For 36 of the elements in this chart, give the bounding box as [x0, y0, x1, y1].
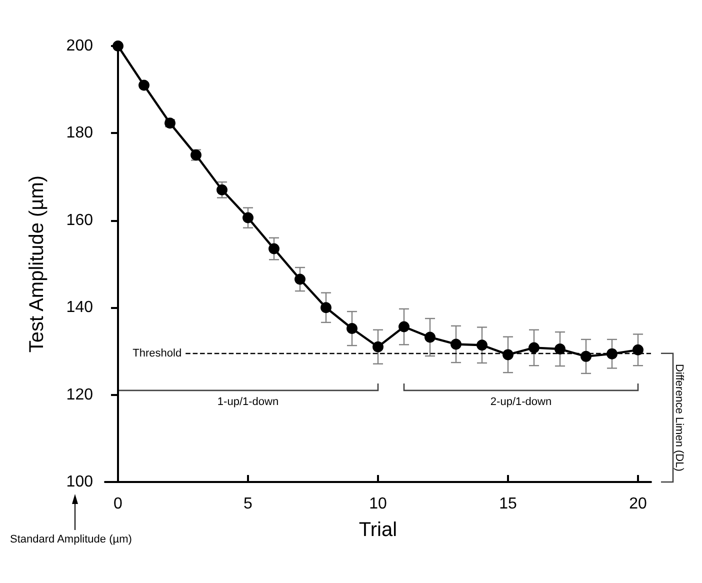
- y-tick-label: 200: [66, 38, 94, 54]
- y-tick-label: 100: [66, 474, 94, 490]
- text: Standard Amplitude (µm): [10, 534, 132, 546]
- point: [502, 349, 514, 360]
- point: [580, 350, 592, 362]
- y-axis-title: Test Amplitude (µm): [26, 175, 48, 353]
- point: [554, 344, 566, 355]
- point: [450, 338, 462, 350]
- x-tick-label: 0: [114, 496, 123, 512]
- point: [320, 302, 332, 314]
- point: [216, 184, 228, 196]
- ref-line-label: Threshold: [132, 347, 182, 360]
- point: [606, 348, 618, 360]
- y-tick-label: 160: [66, 212, 94, 229]
- x-tick-label: 5: [244, 496, 253, 512]
- point: [346, 323, 358, 334]
- point: [138, 80, 150, 91]
- point: [424, 332, 436, 343]
- x-axis-title: Trial: [358, 519, 398, 541]
- x-tick-label: 10: [369, 496, 387, 512]
- y-tick-label: 120: [66, 386, 94, 404]
- point: [268, 243, 280, 254]
- y-tick-label: 180: [66, 124, 94, 142]
- y-tick-label: 140: [66, 299, 94, 316]
- point: [528, 342, 540, 354]
- text: Difference Limen (DL): [673, 364, 685, 472]
- point: [398, 321, 410, 332]
- x-tick-label: 20: [629, 496, 647, 512]
- point: [476, 340, 488, 351]
- point: [242, 212, 254, 224]
- point: [372, 341, 384, 352]
- x-tick-label: 15: [499, 496, 517, 512]
- annotation: 1-up/1-down: [217, 396, 279, 408]
- point: [294, 274, 306, 285]
- point: [632, 344, 644, 356]
- annotation: 2-up/1-down: [490, 396, 552, 408]
